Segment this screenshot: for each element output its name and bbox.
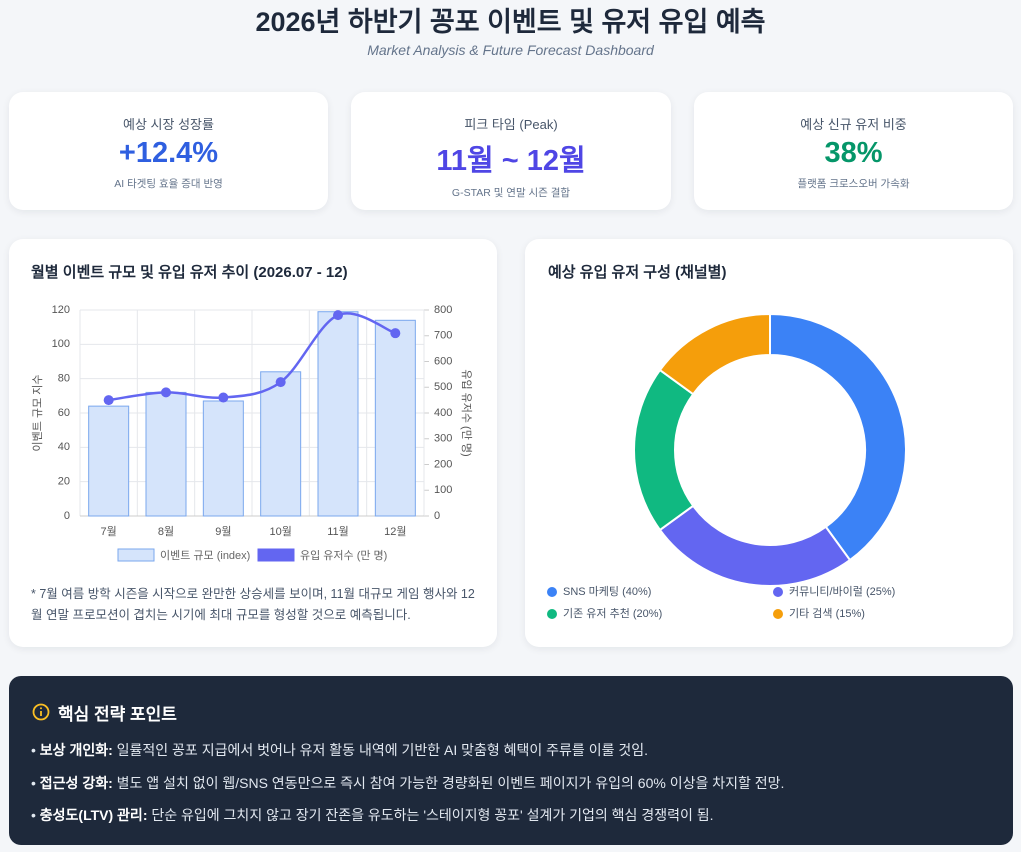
kpi-label: 예상 신규 유저 비중 bbox=[800, 117, 907, 132]
kpi-value: +12.4% bbox=[118, 137, 219, 169]
info-icon bbox=[32, 703, 50, 721]
chart-note: * 7월 여름 방학 시즌을 시작으로 완만한 상승세를 보이며, 11월 대규… bbox=[31, 587, 475, 622]
page-title: 2026년 하반기 꽁포 이벤트 및 유저 유입 예측 bbox=[255, 7, 766, 37]
kpi-label: 피크 타임 (Peak) bbox=[464, 117, 558, 132]
item-text: 별도 앱 설치 없이 웹/SNS 연동만으로 즉시 참여 가능한 경량화된 이벤… bbox=[116, 775, 785, 791]
kpi-value: 38% bbox=[824, 137, 883, 169]
kpi-note: 플랫폼 크로스오버 가속화 bbox=[797, 178, 910, 190]
strategy-item: • 보상 개인화: 일률적인 꽁포 지급에서 벗어나 유저 활동 내역에 기반한… bbox=[31, 742, 649, 758]
strategy-title: 핵심 전략 포인트 bbox=[58, 705, 177, 724]
kpi-card: 예상 시장 성장률 +12.4% AI 타겟팅 효율 증대 반영 bbox=[9, 92, 328, 210]
item-label: 보상 개인화: bbox=[39, 742, 113, 758]
chart-card bbox=[525, 239, 1013, 647]
item-label: 충성도(LTV) 관리: bbox=[39, 807, 148, 823]
item-text: 일률적인 꽁포 지급에서 벗어나 유저 활동 내역에 기반한 AI 맞춤형 혜택… bbox=[116, 742, 649, 758]
page-subtitle: Market Analysis & Future Forecast Dashbo… bbox=[367, 42, 654, 58]
kpi-label: 예상 시장 성장률 bbox=[123, 117, 214, 132]
kpi-card: 피크 타임 (Peak) 11월 ~ 12월 G-STAR 및 연말 시즌 결합 bbox=[351, 92, 671, 210]
kpi-note: AI 타겟팅 효율 증대 반영 bbox=[114, 178, 223, 190]
strategy-item: • 충성도(LTV) 관리: 단순 유입에 그치지 않고 장기 잔존을 유도하는… bbox=[31, 807, 714, 823]
item-label: 접근성 강화: bbox=[39, 775, 113, 791]
strategy-panel: 핵심 전략 포인트 • 보상 개인화: 일률적인 꽁포 지급에서 벗어나 유저 … bbox=[9, 676, 1013, 845]
kpi-value: 11월 ~ 12월 bbox=[436, 145, 586, 177]
kpi-card: 예상 신규 유저 비중 38% 플랫폼 크로스오버 가속화 bbox=[694, 92, 1013, 210]
kpi-note: G-STAR 및 연말 시즌 결합 bbox=[451, 187, 571, 199]
strategy-item: • 접근성 강화: 별도 앱 설치 없이 웹/SNS 연동만으로 즉시 참여 가… bbox=[31, 775, 785, 791]
item-text: 단순 유입에 그치지 않고 장기 잔존을 유도하는 '스테이지형 꽁포' 설계가… bbox=[151, 807, 714, 823]
